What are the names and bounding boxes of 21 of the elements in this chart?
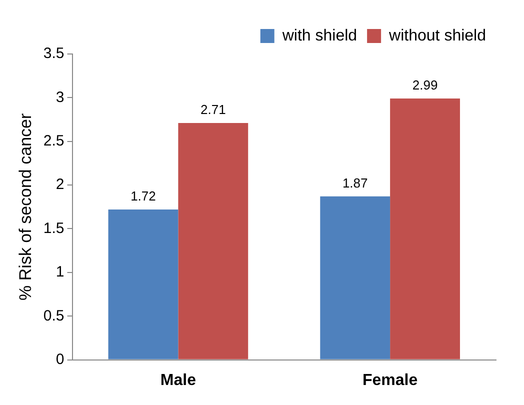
bar — [178, 123, 248, 360]
y-tick-label: 2.5 — [43, 132, 64, 150]
y-axis-title: % Risk of second cancer — [16, 113, 35, 300]
y-tick-label: 2 — [56, 176, 64, 194]
y-tick-label: 1.5 — [43, 220, 64, 237]
y-tick-label: 0 — [56, 350, 64, 368]
y-tick-label: 1 — [56, 264, 64, 281]
x-tick-label: Male — [160, 372, 196, 389]
data-label: 1.87 — [342, 175, 368, 190]
bar — [390, 98, 460, 360]
data-label: 1.72 — [130, 188, 156, 204]
legend-label: without shield — [388, 27, 486, 44]
x-tick-label: Female — [362, 372, 418, 389]
y-tick-label: 0.5 — [43, 307, 64, 324]
y-tick-label: 3 — [56, 88, 64, 106]
bar — [320, 196, 390, 360]
y-tick-label: 3.5 — [43, 45, 64, 62]
legend-label: with shield — [281, 27, 358, 44]
bar — [108, 210, 178, 360]
data-label: 2.99 — [412, 78, 438, 93]
data-label: 2.71 — [200, 102, 226, 118]
